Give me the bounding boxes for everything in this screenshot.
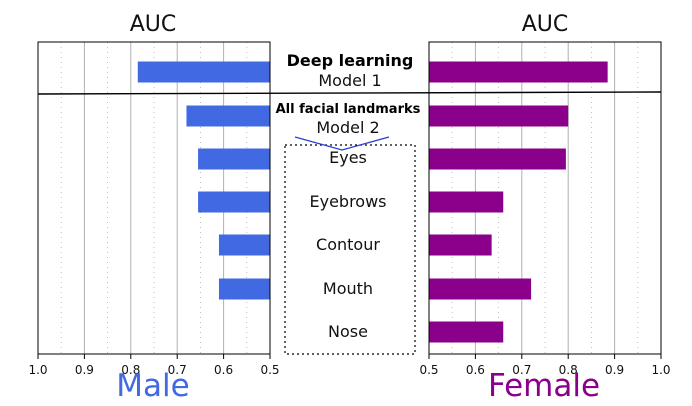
right-panel-title: AUC (522, 12, 569, 37)
male-bar-eyebrows (198, 191, 270, 213)
x-tick-label: 0.5 (260, 363, 279, 377)
right-x-axis: 0.5 0.6 0.7 0.8 0.9 1.0 (419, 354, 671, 377)
male-bar-contour (218, 234, 270, 256)
right-panel-frame (428, 41, 662, 355)
model-separator-line (37, 91, 662, 95)
female-bar-eyes (429, 148, 566, 170)
female-bars (429, 61, 608, 343)
label-nose: Nose (328, 322, 368, 341)
x-tick-label: 1.0 (651, 363, 670, 377)
male-bars (137, 61, 270, 300)
male-bar-deep-learning (137, 61, 270, 83)
category-labels: Deep learning Model 1 All facial landmar… (276, 51, 421, 341)
female-bar-nose (429, 321, 504, 343)
x-tick-label: 1.0 (28, 363, 47, 377)
label-model-2: Model 2 (316, 118, 379, 137)
male-bar-all-facial-landmarks (186, 105, 270, 127)
x-tick-label: 0.8 (559, 363, 578, 377)
x-tick-label: 0.8 (121, 363, 140, 377)
male-bar-eyes (198, 148, 270, 170)
female-bar-all-facial-landmarks (429, 105, 569, 127)
label-mouth: Mouth (323, 279, 373, 298)
male-series-label: Male (116, 368, 189, 404)
label-eyebrows: Eyebrows (309, 192, 386, 211)
x-tick-label: 0.9 (75, 363, 94, 377)
left-panel-title: AUC (130, 12, 177, 37)
x-tick-label: 0.7 (168, 363, 187, 377)
x-tick-label: 0.5 (419, 363, 438, 377)
x-tick-label: 0.9 (605, 363, 624, 377)
label-deep-learning: Deep learning (287, 51, 414, 70)
right-grid (451, 42, 639, 354)
female-series-label: Female (488, 368, 600, 404)
x-tick-label: 0.6 (466, 363, 485, 377)
landmark-subset-box (284, 144, 416, 355)
female-bar-mouth (429, 278, 532, 300)
x-tick-label: 0.7 (512, 363, 531, 377)
model2-bracket (294, 136, 390, 151)
female-bar-contour (429, 234, 492, 256)
female-bar-deep-learning (429, 61, 608, 83)
label-contour: Contour (316, 235, 380, 254)
left-panel-frame (37, 41, 271, 355)
female-bar-eyebrows (429, 191, 504, 213)
left-x-axis: 1.0 0.9 0.8 0.7 0.6 0.5 (28, 354, 280, 377)
label-eyes: Eyes (329, 148, 367, 167)
label-all-facial-landmarks: All facial landmarks (276, 102, 421, 117)
label-model-1: Model 1 (318, 71, 381, 90)
x-tick-label: 0.6 (214, 363, 233, 377)
male-bar-mouth (218, 278, 270, 300)
